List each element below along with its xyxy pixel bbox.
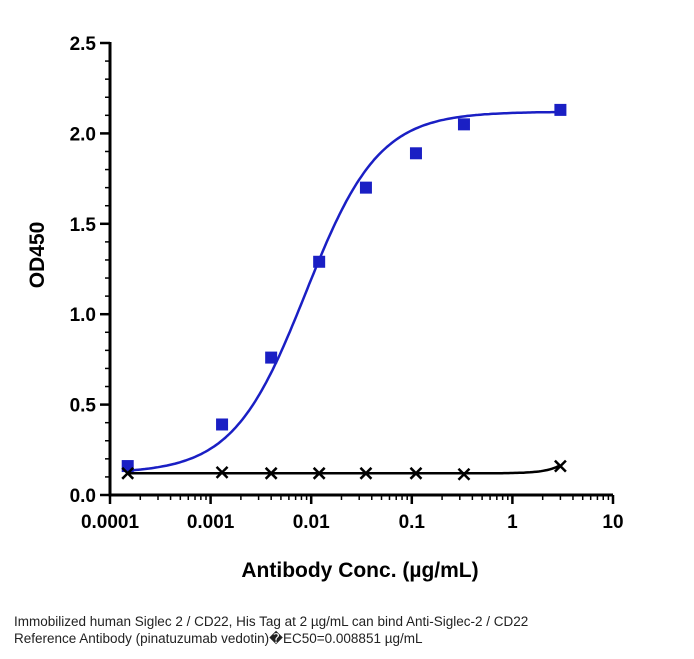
- y-tick-label: 1.0: [70, 305, 96, 326]
- x-tick-label: 1: [507, 512, 518, 533]
- x-point: [264, 466, 278, 480]
- x-axis-title: Antibody Conc. (µg/mL): [241, 559, 478, 582]
- fit-curve-control: [127, 464, 561, 475]
- data-points: [121, 103, 567, 481]
- x-point: [457, 467, 471, 481]
- x-tick-label: 0.001: [187, 512, 235, 533]
- y-tick-label: 1.5: [70, 215, 97, 236]
- x-point: [409, 466, 423, 480]
- square-point: [359, 181, 372, 194]
- y-axis-title: OD450: [26, 222, 49, 289]
- fit-curve-binding: [127, 110, 561, 472]
- y-ticks: 0.0 0.5 1.0 1.5 2.0 2.5: [70, 34, 110, 507]
- square-point: [265, 351, 278, 364]
- axes: [108, 42, 613, 497]
- x-point: [121, 466, 135, 480]
- x-point: [554, 459, 567, 473]
- x-point: [359, 466, 373, 480]
- square-point: [457, 118, 470, 131]
- chart: 0.0001 0.001 0.01 0.1 1 10 0.0 0.5 1.0 1.5 2.0 2.5…: [26, 34, 624, 582]
- y-tick-label: 2.5: [70, 34, 97, 55]
- caption-line-2: Reference Antibody (pinatuzumab vedotin)…: [14, 631, 423, 646]
- square-point: [409, 147, 422, 160]
- square-point: [313, 255, 326, 268]
- x-tick-label: 0.1: [399, 512, 426, 533]
- figure-caption: Immobilized human Siglec 2 / CD22, His T…: [14, 613, 684, 647]
- square-point: [554, 103, 567, 116]
- fit-curves: [127, 110, 561, 475]
- x-tick-label: 0.0001: [81, 512, 140, 533]
- x-point: [312, 466, 326, 480]
- y-tick-label: 0.5: [70, 396, 97, 417]
- x-ticks: 0.0001 0.001 0.01 0.1 1 10: [81, 495, 624, 533]
- x-tick-label: 0.01: [293, 512, 330, 533]
- x-point: [215, 466, 229, 479]
- caption-line-1: Immobilized human Siglec 2 / CD22, His T…: [14, 614, 529, 629]
- x-tick-label: 10: [602, 512, 623, 533]
- y-tick-label: 2.0: [70, 124, 96, 145]
- square-point: [216, 418, 229, 431]
- y-tick-label: 0.0: [70, 486, 96, 507]
